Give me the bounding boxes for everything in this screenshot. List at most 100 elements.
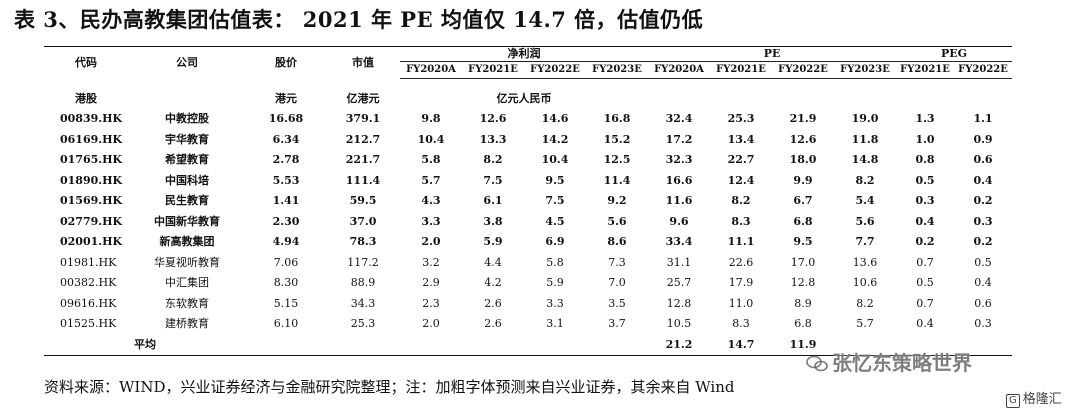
units-net-profit: 亿元人民币 (496, 92, 552, 105)
cell-net-profit: 5.9 (546, 276, 564, 289)
cell-company: 建桥教育 (165, 317, 209, 330)
cell-pe: 32.4 (665, 112, 693, 125)
header-code: 代码 (44, 46, 128, 79)
cell-peg: 1.0 (915, 132, 935, 146)
table-row: 06169.HK 宇华教育 6.34 212.7 10.4 13.3 14.2 15.2 17.… (44, 130, 1012, 151)
cell-pe: 11.1 (727, 235, 755, 248)
cell-pe: 11.8 (851, 132, 879, 146)
cell-company: 中国科培 (165, 173, 209, 187)
cell-market-cap: 117.2 (347, 255, 379, 269)
cell-peg: 0.3 (974, 317, 992, 330)
cell-market-cap: 78.3 (349, 235, 377, 248)
cell-code: 09616.HK (60, 296, 117, 310)
cell-net-profit: 5.6 (607, 214, 627, 228)
cell-pe: 8.3 (731, 214, 751, 228)
cell-pe: 12.8 (790, 276, 816, 289)
cell-company: 东软教育 (165, 296, 209, 310)
cell-market-cap: 37.0 (349, 214, 377, 228)
cell-net-profit: 4.5 (545, 214, 565, 228)
cell-pe: 13.6 (852, 255, 878, 269)
cell-pe: 6.7 (793, 194, 813, 207)
cell-pe: 5.6 (855, 214, 875, 228)
cell-pe: 5.4 (855, 194, 875, 207)
cell-net-profit: 15.2 (603, 132, 631, 146)
cell-market-cap: 88.9 (350, 276, 376, 289)
cell-price: 7.06 (273, 255, 299, 269)
units-price: 港元 (275, 92, 297, 105)
cell-price: 2.30 (272, 214, 300, 228)
cell-pe: 13.4 (727, 132, 755, 146)
cell-peg: 1.3 (915, 112, 935, 125)
cell-pe: 19.0 (851, 112, 879, 125)
cell-pe: 8.2 (731, 194, 751, 207)
cell-market-cap: 25.3 (350, 317, 376, 330)
cell-code: 01890.HK (60, 173, 123, 187)
cell-peg: 0.5 (974, 255, 992, 269)
table-row: 02779.HK 中国新华教育 2.30 37.0 3.3 3.8 4.5 5.6 9.6 8.3… (44, 212, 1012, 233)
table-row: 01765.HK 希望教育 2.78 221.7 5.8 8.2 10.4 12.5 32.3 2… (44, 150, 1012, 171)
cell-pe: 8.3 (732, 317, 750, 330)
cell-peg: 0.4 (915, 214, 935, 228)
cell-net-profit: 2.0 (422, 317, 440, 330)
cell-pe: 17.9 (728, 276, 754, 289)
table-row: 02001.HK 新高教集团 4.94 78.3 2.0 5.9 6.9 8.6 33.4 11.… (44, 232, 1012, 253)
header-pe-fy2020a: FY2020A (648, 61, 710, 79)
cell-pe: 32.3 (665, 153, 693, 166)
cell-company: 希望教育 (165, 153, 209, 166)
average-pe: 21.2 (648, 334, 710, 356)
cell-net-profit: 6.9 (545, 235, 565, 248)
cell-net-profit: 4.3 (421, 194, 441, 207)
cell-pe: 33.4 (665, 235, 693, 248)
valuation-table: 代码 公司 股价 市值 净利润 PE PEG FY2020A FY2021E F… (44, 46, 1013, 356)
cell-peg: 0.3 (915, 194, 935, 207)
cell-market-cap: 212.7 (345, 132, 381, 146)
cell-net-profit: 12.5 (603, 153, 631, 166)
header-market-cap: 市值 (326, 46, 400, 79)
cell-net-profit: 2.6 (484, 296, 502, 310)
cell-pe: 22.6 (728, 255, 754, 269)
cell-pe: 7.7 (855, 235, 875, 248)
cell-pe: 11.6 (665, 194, 693, 207)
cell-peg: 0.4 (973, 173, 993, 187)
cell-pe: 14.8 (851, 153, 879, 166)
wechat-icon (806, 355, 828, 372)
cell-peg: 0.7 (916, 255, 934, 269)
cell-company: 民生教育 (165, 194, 209, 207)
header-peg-fy2021e: FY2021E (896, 61, 955, 79)
cell-net-profit: 9.2 (607, 194, 627, 207)
cell-price: 2.78 (272, 153, 300, 166)
cell-peg: 0.2 (915, 235, 935, 248)
cell-net-profit: 7.5 (545, 194, 565, 207)
cell-pe: 21.9 (789, 112, 817, 125)
cell-market-cap: 379.1 (345, 112, 381, 125)
cell-net-profit: 5.7 (421, 173, 441, 187)
cell-pe: 16.6 (665, 173, 693, 187)
header-company: 公司 (128, 46, 246, 79)
cell-net-profit: 4.2 (484, 276, 502, 289)
cell-net-profit: 6.1 (483, 194, 503, 207)
cell-market-cap: 111.4 (345, 173, 381, 187)
cell-net-profit: 13.3 (479, 132, 507, 146)
cell-pe: 10.5 (666, 317, 692, 330)
cell-market-cap: 59.5 (349, 194, 377, 207)
cell-net-profit: 2.9 (422, 276, 440, 289)
header-price: 股价 (246, 46, 326, 79)
cell-pe: 8.9 (794, 296, 812, 310)
watermark: 张忆东策略世界 (806, 347, 972, 376)
units-market: 港股 (75, 92, 97, 105)
cell-net-profit: 11.4 (603, 173, 631, 187)
header-row-years: FY2020A FY2021E FY2022E FY2023E FY2020A … (44, 61, 1013, 79)
cell-peg: 0.3 (973, 214, 993, 228)
cell-company: 中汇集团 (165, 276, 209, 289)
table-title: 表 3、民办高教集团估值表： 2021 年 PE 均值仅 14.7 倍，估值仍低 (14, 7, 704, 32)
cell-pe: 17.2 (665, 132, 693, 146)
cell-net-profit: 10.4 (541, 153, 569, 166)
logo-text: 格隆汇 (1022, 392, 1062, 407)
header-row-groups: 代码 公司 股价 市值 净利润 PE PEG (44, 46, 1013, 79)
source-note: 资料来源：WIND，兴业证券经济与金融研究院整理；注：加粗字体预测来自兴业证券，… (44, 378, 735, 396)
cell-peg: 0.9 (973, 132, 993, 146)
cell-pe: 12.4 (727, 173, 755, 187)
cell-company: 华夏视听教育 (154, 255, 220, 269)
cell-net-profit: 5.8 (421, 153, 441, 166)
header-pe-fy2023e: FY2023E (834, 61, 897, 79)
